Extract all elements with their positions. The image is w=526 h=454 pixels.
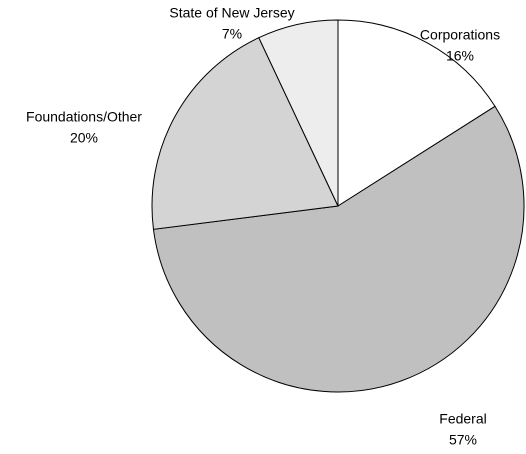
pie-slice [151,37,339,230]
slice-label: Foundations/Other [26,109,142,125]
pie-slice [337,19,496,207]
slice-value-label: 7% [222,26,242,42]
slice-value-label: 16% [446,48,474,64]
slice-value-label: 20% [70,130,98,146]
pie-slice [152,105,525,393]
slice-value-label: 57% [449,432,477,448]
slice-label: Corporations [420,27,500,43]
slice-label: Federal [439,411,486,427]
slice-label: State of New Jersey [169,5,294,21]
pie-slice [258,19,339,207]
